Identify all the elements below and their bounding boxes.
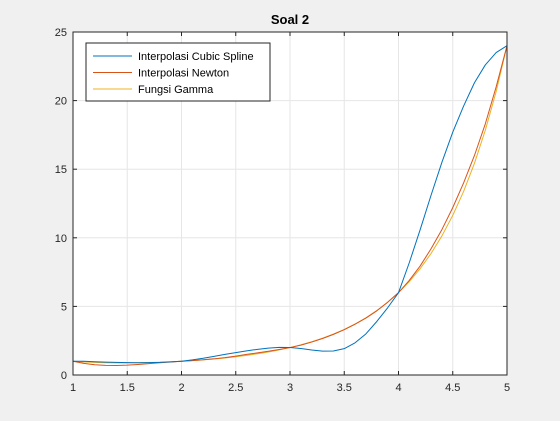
x-tick-label: 4.5	[445, 382, 460, 394]
x-tick-label: 4	[395, 382, 401, 394]
chart-title: Soal 2	[271, 12, 309, 27]
y-tick-label: 5	[61, 301, 67, 313]
y-tick-label: 20	[55, 96, 67, 108]
legend-label: Fungsi Gamma	[138, 84, 214, 96]
ticks: 1 1.5 2 2.5 3 3.5 4 4.5 5 0 5 10 15 20 25	[55, 27, 510, 394]
x-tick-label: 1	[70, 382, 76, 394]
y-tick-label: 10	[55, 233, 67, 245]
x-tick-label: 5	[504, 382, 510, 394]
x-tick-label: 2.5	[228, 382, 243, 394]
legend: Interpolasi Cubic Spline Interpolasi Newt…	[85, 42, 271, 102]
series-line-1	[73, 45, 508, 364]
x-tick-label: 3.5	[337, 382, 352, 394]
legend-label: Interpolasi Cubic Spline	[138, 51, 254, 63]
legend-label: Interpolasi Newton	[138, 68, 229, 80]
y-tick-label: 0	[61, 370, 67, 382]
series-group	[72, 45, 508, 367]
x-tick-label: 3	[287, 382, 293, 394]
x-tick-label: 1.5	[120, 382, 135, 394]
y-tick-label: 15	[55, 164, 67, 176]
x-tick-label: 2	[178, 382, 184, 394]
y-tick-label: 25	[55, 27, 67, 39]
